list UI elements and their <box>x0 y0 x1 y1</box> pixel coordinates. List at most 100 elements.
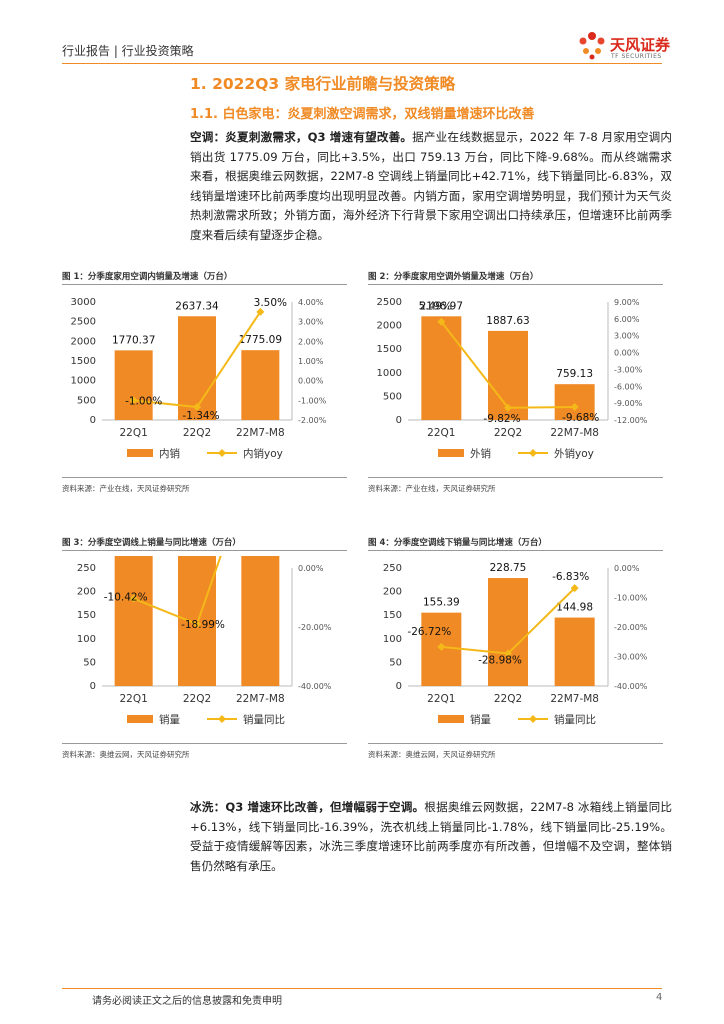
bar-data-label: 1887.63 <box>486 315 529 327</box>
figure-3-title: 图 3：分季度空调线上销量与同比增速（万台） <box>62 538 241 548</box>
company-logo-sub: TF SECURITIES <box>611 53 662 60</box>
company-logo-name: 天风证券 <box>610 36 671 54</box>
y2-axis-tick-label: -1.00% <box>298 396 327 405</box>
legend-bar-label: 销量 <box>159 713 180 726</box>
x-axis-tick-label: 22M7-M8 <box>236 693 285 705</box>
y-axis-tick-label: 200 <box>77 587 96 598</box>
legend-bar-label: 销量 <box>470 713 491 726</box>
subsection-heading: 1.1. 白色家电：炎夏刺激空调需求，双线销量增速环比改善 <box>190 107 535 122</box>
section-heading: 1. 2022Q3 家电行业前瞻与投资策略 <box>190 75 456 93</box>
line-point-marker <box>570 402 579 411</box>
y-axis-tick-label: 1500 <box>71 356 96 367</box>
footer-disclaimer: 请务必阅读正文之后的信息披露和免责申明 <box>92 996 282 1007</box>
y-axis-tick-label: 1000 <box>71 376 96 387</box>
y2-axis-tick-label: -40.00% <box>298 682 332 691</box>
figure-1-top-rule <box>62 284 347 285</box>
bar-mark <box>178 316 216 420</box>
line-data-label: -10.42% <box>104 592 148 604</box>
line-point-marker <box>193 403 201 412</box>
bar-data-label: 2637.34 <box>175 300 219 312</box>
y2-axis-tick-label: -30.00% <box>614 653 648 662</box>
bar-mark <box>554 384 595 420</box>
line-data-label: -1.34% <box>182 410 219 422</box>
line-point-marker <box>437 642 446 651</box>
line-point-marker <box>570 584 579 593</box>
page-number: 4 <box>656 992 663 1003</box>
y2-axis-tick-label: -2.00% <box>298 416 327 425</box>
y-axis-tick-label: 150 <box>383 610 402 621</box>
y2-axis-tick-label: -10.00% <box>614 594 648 603</box>
figure-3-bottom-rule <box>62 743 347 744</box>
legend-bar-label: 外销 <box>470 447 491 460</box>
y-axis-tick-label: 2000 <box>377 321 402 332</box>
y2-axis-tick-label: 0.00% <box>614 349 640 358</box>
x-axis-tick-label: 22Q1 <box>427 693 455 705</box>
y-axis-tick-label: 2000 <box>71 336 96 347</box>
figure-3-chart: 050100150200250-40.00%-20.00%0.00%375.91… <box>77 556 332 726</box>
y2-axis-tick-label: 0.00% <box>614 564 640 573</box>
figure-2-source: 资料来源：产业在线，天风证券研究所 <box>368 484 496 493</box>
line-point-marker <box>504 649 512 658</box>
y-axis-tick-label: 500 <box>383 391 402 402</box>
paragraph-air-conditioner: 空调：炎夏刺激需求，Q3 增速有望改善。据产业在线数据显示，2022 年 7-8… <box>190 128 672 245</box>
y-axis-tick-label: 50 <box>389 657 402 668</box>
legend-bar-swatch <box>438 715 464 723</box>
paragraph-lead: 空调：炎夏刺激需求，Q3 增速有望改善。 <box>190 130 413 144</box>
footer-rule <box>62 988 662 989</box>
bar-mark <box>241 350 280 420</box>
legend-line-marker <box>218 715 226 723</box>
y2-axis-tick-label: -3.00% <box>614 365 643 374</box>
line-point-marker <box>129 594 138 603</box>
legend-line-label: 外销yoy <box>554 447 594 460</box>
figure-4-chart: 0 50 100 150 200 250 -40.00% -30.00% -20.00% -10.… <box>383 562 648 726</box>
y-axis-tick-label: 250 <box>383 563 402 574</box>
x-axis-tick-label: 22Q2 <box>183 427 211 439</box>
bar-data-label: 144.98 <box>556 602 593 614</box>
figure-4-top-rule <box>368 550 663 551</box>
y2-axis-tick-label: 3.00% <box>614 332 640 341</box>
legend-line-label: 销量同比 <box>243 713 285 726</box>
bar-data-label: 155.39 <box>423 597 460 609</box>
header-breadcrumb: 行业报告 | 行业投资策略 <box>62 44 194 58</box>
y2-axis-tick-label: 4.00% <box>298 298 324 307</box>
y2-axis-tick-label: -12.00% <box>614 416 648 425</box>
y2-axis-tick-label: 2.00% <box>298 337 324 346</box>
x-axis-tick-label: 22M7-M8 <box>550 693 599 705</box>
paragraph-fridge-washer: 冰洗：Q3 增速环比改善，但增幅弱于空调。根据奥维云网数据，22M7-8 冰箱线… <box>190 798 672 876</box>
figure-2-chart: 0 500 1000 1500 2000 2500 -12.00% -9.00% -6.00% -… <box>377 297 648 460</box>
y-axis-tick-label: 3000 <box>71 297 96 308</box>
bar-mark <box>114 556 153 686</box>
line-data-label: -9.82% <box>483 413 520 425</box>
x-axis-tick-label: 22Q1 <box>120 427 148 439</box>
header-rule <box>62 63 662 64</box>
bar-data-label: 228.75 <box>490 562 527 574</box>
figure-1-source: 资料来源：产业在线，天风证券研究所 <box>62 484 190 493</box>
legend-line-label: 内销yoy <box>243 447 283 460</box>
line-data-label: -18.99% <box>181 619 225 631</box>
x-axis-tick-label: 22Q2 <box>183 693 211 705</box>
legend-bar-swatch <box>127 715 153 723</box>
figure-3-top-rule <box>62 550 347 551</box>
paragraph-body: 据产业在线数据显示，2022 年 7-8 月家用空调内销出货 1775.09 万… <box>190 130 672 242</box>
y-axis-tick-label: 0 <box>396 415 402 426</box>
x-axis-tick-label: 22Q2 <box>494 693 522 705</box>
paragraph-body: 根据奥维云网数据，22M7-8 冰箱线上销量同比+6.13%，线下销量同比-16… <box>190 800 672 873</box>
figure-2-title: 图 2：分季度家用空调外销量及增速（万台） <box>368 272 539 282</box>
legend-line-marker <box>529 715 537 723</box>
bar-mark <box>114 350 153 420</box>
y-axis-tick-label: 0 <box>396 681 402 692</box>
paragraph-lead: 冰洗：Q3 增速环比改善，但增幅弱于空调。 <box>190 800 425 814</box>
y-axis-tick-label: 0 <box>90 681 96 692</box>
bar-data-label: 1770.37 <box>112 334 155 346</box>
bar-data-label: 759.13 <box>556 368 593 380</box>
bar-data-label: 2196.97 <box>420 300 463 312</box>
y2-axis-tick-label: -20.00% <box>614 623 648 632</box>
y-axis-tick-label: 0 <box>90 415 96 426</box>
y-axis-tick-label: 2500 <box>377 297 402 308</box>
y-axis-tick-label: 2500 <box>71 317 96 328</box>
figure-1-bottom-rule <box>62 477 347 478</box>
legend-line-marker <box>218 449 226 457</box>
y2-axis-tick-label: -6.00% <box>614 382 643 391</box>
bar-mark <box>554 617 595 686</box>
bar-mark <box>241 556 280 686</box>
